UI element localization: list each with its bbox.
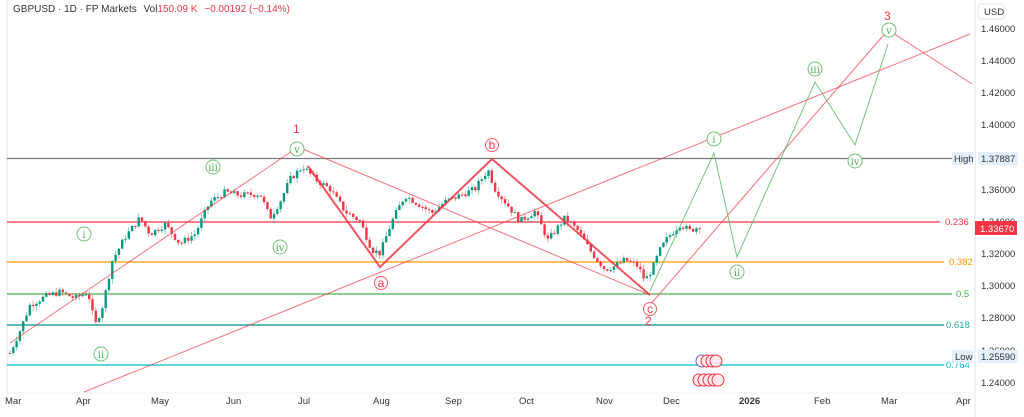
price-tick: 1.24000 bbox=[981, 378, 1015, 389]
time-tick: Jul bbox=[298, 396, 310, 407]
price-tick: 1.44000 bbox=[981, 56, 1015, 67]
low-label: Low bbox=[955, 352, 973, 363]
fib-label-0236: 0.236 bbox=[945, 217, 969, 228]
wave-label-iv-1: iv bbox=[276, 243, 285, 254]
projected-wave-path bbox=[649, 43, 889, 292]
wave-label-v-2: v bbox=[885, 26, 892, 37]
time-tick: Nov bbox=[596, 396, 613, 407]
price-tick: 1.40000 bbox=[981, 120, 1015, 131]
wave-label-ii-1: ii bbox=[98, 350, 104, 361]
wave-label-1: 1 bbox=[293, 122, 300, 136]
time-tick: May bbox=[151, 396, 169, 407]
last-price-value: 1.33670 bbox=[980, 224, 1014, 235]
time-tick: Oct bbox=[519, 396, 534, 407]
wave-label-iv-2: iv bbox=[851, 157, 860, 168]
wave-label-2: 2 bbox=[645, 314, 652, 328]
wave-label-c: c bbox=[647, 302, 653, 316]
economic-event-markers[interactable] bbox=[692, 354, 725, 387]
time-tick-year: 2026 bbox=[739, 396, 760, 407]
currency-label: USD bbox=[984, 7, 1004, 18]
time-tick: Sep bbox=[445, 396, 462, 407]
time-tick: Feb bbox=[814, 396, 830, 407]
price-change: −0.00192 (−0.14%) bbox=[204, 4, 290, 15]
time-axis[interactable]: Mar Apr May Jun Jul Aug Sep Oct Nov Dec … bbox=[5, 396, 971, 407]
chart-header: GBPUSD · 1D · FP Markets Vol150.09 K −0.… bbox=[13, 4, 290, 15]
time-tick: Jun bbox=[226, 396, 241, 407]
volume-value: 150.09 K bbox=[157, 4, 198, 15]
time-tick: Apr bbox=[956, 396, 971, 407]
time-tick: Mar bbox=[881, 396, 897, 407]
price-tick: 1.46000 bbox=[981, 24, 1015, 35]
candlesticks bbox=[8, 164, 701, 356]
fib-levels bbox=[7, 157, 960, 366]
wave-label-b: b bbox=[489, 138, 496, 152]
wave-label-iii-1: iii bbox=[208, 163, 218, 174]
wave-label-v-1: v bbox=[293, 145, 300, 156]
red-trendlines bbox=[9, 29, 973, 393]
time-tick: Aug bbox=[373, 396, 390, 407]
low-value: 1.25590 bbox=[981, 352, 1015, 363]
wave-label-i-2: i bbox=[712, 135, 715, 146]
high-label: High bbox=[954, 154, 974, 165]
time-tick: Apr bbox=[76, 396, 91, 407]
price-tick: 1.28000 bbox=[981, 313, 1015, 324]
fib-label-0382: 0.382 bbox=[949, 257, 973, 268]
wave-label-iii-2: iii bbox=[810, 65, 820, 76]
wave-label-ii-2: ii bbox=[734, 268, 740, 279]
price-axis[interactable]: USD 1.46000 1.44000 1.42000 1.40000 1.36… bbox=[952, 3, 1018, 389]
last-price-badge bbox=[975, 221, 1017, 235]
symbol-info[interactable]: GBPUSD · 1D · FP Markets bbox=[13, 4, 137, 15]
minor-wave-labels bbox=[76, 22, 897, 362]
high-badge-bg bbox=[952, 152, 973, 165]
volume-label: Vol bbox=[143, 4, 158, 15]
wave-label-i-1: i bbox=[82, 230, 85, 241]
currency-button bbox=[977, 3, 1005, 20]
fib-label-05: 0.5 bbox=[956, 289, 969, 300]
price-tick: 1.36000 bbox=[981, 185, 1015, 196]
wave-label-a: a bbox=[378, 276, 385, 290]
high-value: 1.37887 bbox=[981, 154, 1015, 165]
corrective-labels: a b c bbox=[374, 138, 657, 316]
price-tick: 1.42000 bbox=[981, 88, 1015, 99]
price-tick: 1.32000 bbox=[981, 249, 1015, 260]
wave-label-3: 3 bbox=[884, 9, 891, 23]
time-tick: Mar bbox=[5, 396, 21, 407]
fib-label-0618: 0.618 bbox=[946, 320, 970, 331]
abc-correction-line bbox=[307, 157, 651, 296]
time-tick: Dec bbox=[663, 396, 680, 407]
fib-label-0764: 0.764 bbox=[946, 360, 970, 371]
price-tick: 1.30000 bbox=[981, 281, 1015, 292]
